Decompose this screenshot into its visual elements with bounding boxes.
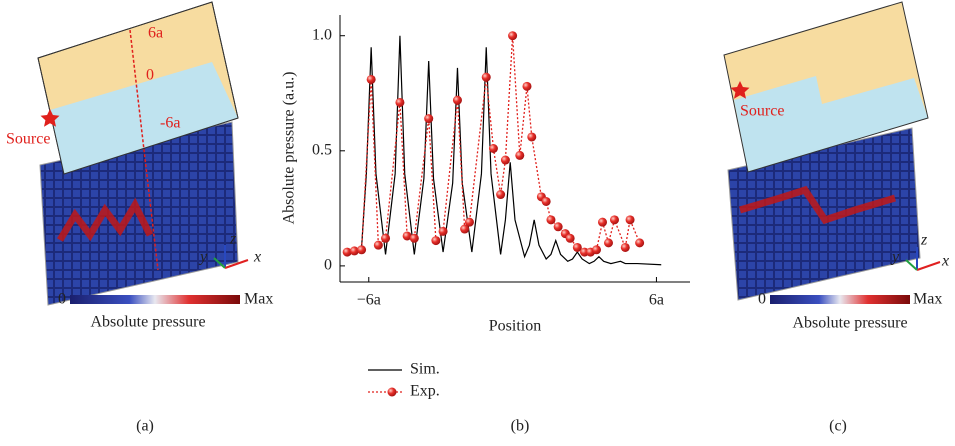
cut-line (129, 29, 159, 271)
colorbar-max: Max (913, 291, 942, 308)
data-point (381, 233, 391, 243)
panel-c: Source z y x 0 Max Absolute pressure (c) (723, 1, 949, 435)
legend-marker (387, 387, 397, 397)
colorbar-min: 0 (758, 291, 766, 308)
data-point (373, 240, 383, 250)
data-point (522, 81, 532, 91)
blue-region (50, 62, 238, 174)
scale-label: 0 (146, 67, 154, 84)
data-point (572, 242, 582, 252)
y-tick-label: 1.0 (312, 26, 332, 43)
data-point (481, 72, 491, 82)
data-point (625, 215, 635, 225)
axis-letter: z (229, 231, 237, 248)
field-path (56, 197, 154, 242)
colorbar-label: Absolute pressure (792, 315, 907, 332)
data-point (438, 226, 448, 236)
data-point (366, 74, 376, 84)
axis-letter: y (198, 249, 208, 266)
colorbar-min: 0 (58, 291, 66, 308)
panel-caption: (b) (511, 418, 530, 435)
field-path (738, 185, 897, 225)
y-tick-label: 0 (324, 257, 332, 274)
source-label: Source (6, 131, 50, 148)
scale-label: -6a (160, 115, 180, 132)
source-star (730, 81, 750, 99)
x-tick-label: 6a (649, 292, 664, 309)
data-point (464, 217, 474, 227)
data-point (342, 247, 352, 257)
x-tick-label: −6a (357, 292, 381, 309)
data-point (620, 242, 630, 252)
data-point (546, 215, 556, 225)
data-point (409, 233, 419, 243)
data-point (553, 222, 563, 232)
scale-label: 6a (148, 25, 163, 42)
axes-triad (905, 247, 941, 271)
series-line (354, 35, 662, 266)
colorbar-max: Max (244, 291, 273, 308)
panel-a: 6a 0 -6a Source z y x 0 Max Absolute pre… (6, 1, 273, 435)
data-point (395, 97, 405, 107)
axis-letter: y (890, 249, 900, 266)
data-point (349, 246, 359, 256)
legend-label: Sim. (410, 361, 440, 378)
x-axis-label: Position (489, 318, 541, 335)
y-tick-label: 0.5 (312, 141, 332, 158)
data-point (496, 190, 506, 200)
legend-label: Exp. (410, 383, 440, 400)
colorbar (70, 295, 240, 304)
series-line (347, 35, 641, 253)
data-point (508, 31, 518, 41)
plate-outline (37, 1, 239, 175)
source-label: Source (740, 103, 784, 120)
panel-caption: (a) (136, 418, 154, 435)
data-point (565, 233, 575, 243)
data-point (402, 231, 412, 241)
plate-outline (723, 1, 929, 173)
data-point (357, 245, 367, 255)
data-point (592, 245, 602, 255)
axis-letter: x (253, 249, 261, 266)
line-chart: Absolute pressure (a.u.) Position (b) 0 0… (281, 15, 690, 435)
axis-letter: z (920, 232, 928, 249)
source-star (40, 109, 60, 127)
data-point (635, 238, 645, 248)
axis-letter: x (941, 253, 949, 270)
data-point (541, 196, 551, 206)
data-point (598, 217, 607, 227)
data-point (603, 238, 613, 248)
data-point (431, 236, 441, 246)
data-point (515, 150, 525, 160)
colorbar-label: Absolute pressure (90, 314, 205, 331)
colorbar (770, 295, 910, 304)
panel-caption: (c) (829, 418, 847, 435)
data-point (460, 224, 470, 234)
data-point (452, 95, 462, 105)
y-axis-label: Absolute pressure (a.u.) (281, 72, 298, 225)
data-point (500, 155, 510, 165)
blue-region (734, 76, 928, 172)
data-point (488, 144, 498, 153)
data-point (424, 114, 434, 124)
data-point (609, 215, 619, 225)
axes-triad (213, 245, 249, 269)
data-point (527, 132, 537, 142)
